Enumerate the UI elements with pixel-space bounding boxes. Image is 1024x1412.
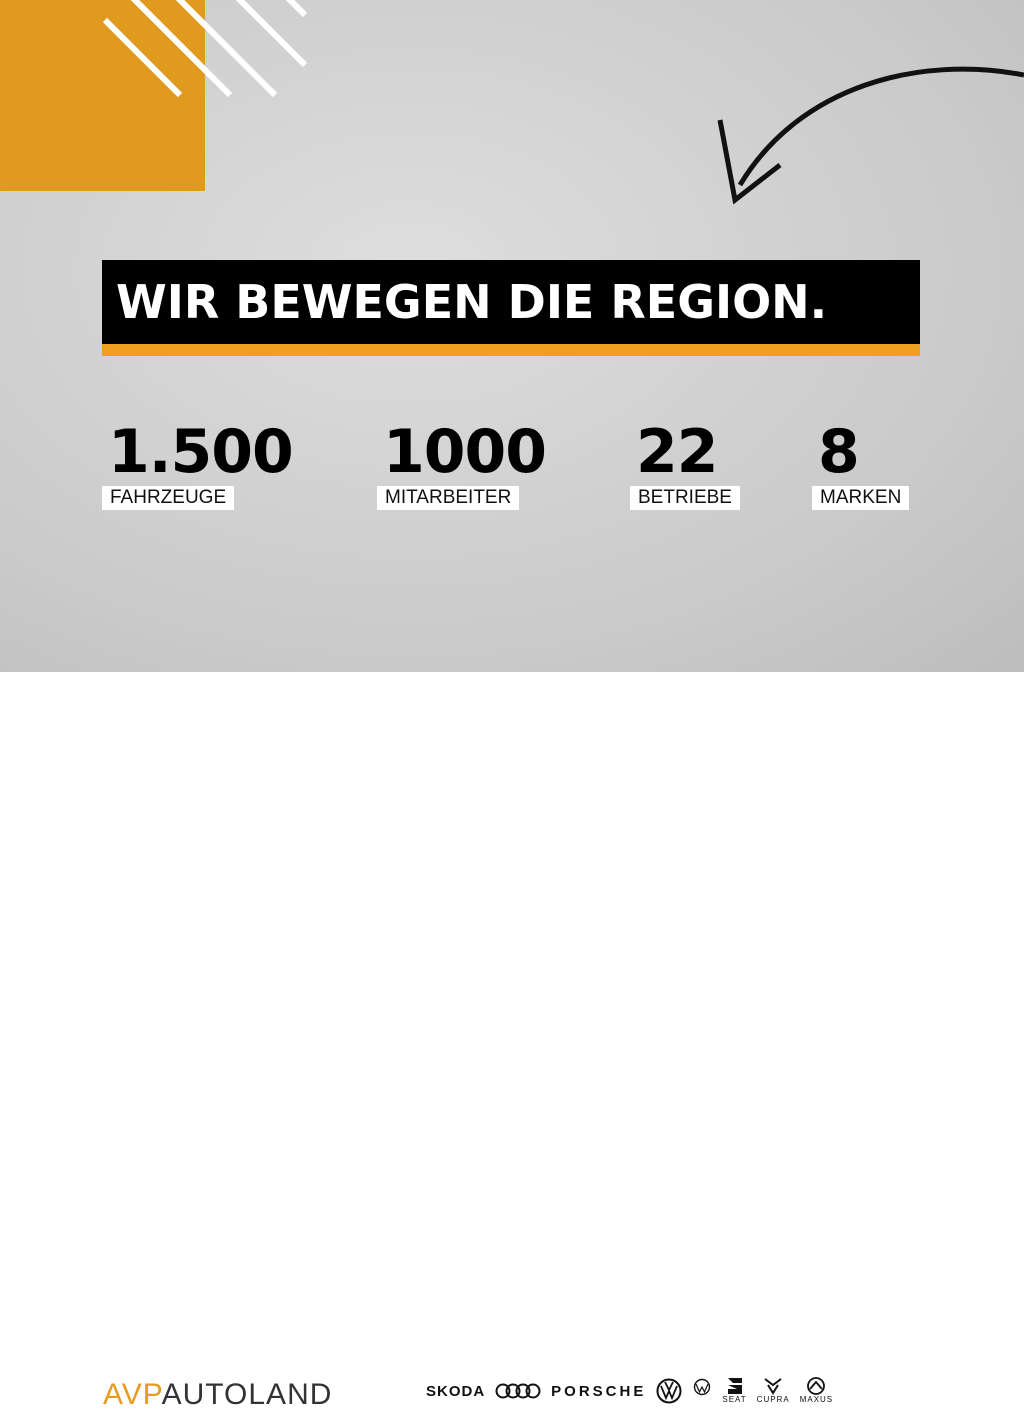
diagonal-stripes (102, 0, 308, 98)
hero-banner: WIR BEWEGEN DIE REGION. 1.500 FAHRZEUGE 1… (0, 0, 1024, 672)
maxus-text: MAXUS (799, 1395, 834, 1404)
seat-icon (727, 1378, 742, 1394)
stat-value: 8 (818, 417, 860, 487)
porsche-logo: PORSCHE (551, 1382, 647, 1400)
brand-logos: SKODA PORSCHE SEAT CUPRA MAXUS (426, 1377, 833, 1405)
stat-value: 1000 (383, 417, 547, 487)
stat-betriebe: 22 BETRIEBE (630, 417, 740, 510)
logo-part1: AVP (103, 1378, 162, 1411)
seat-logo: SEAT (722, 1377, 746, 1405)
avp-autoland-logo: AVPAUTOLAND (103, 1378, 332, 1412)
footer: AVPAUTOLAND SKODA PORSCHE SEAT CUPRA MAX… (0, 672, 1024, 1411)
headline-text: WIR BEWEGEN DIE REGION. (116, 275, 828, 329)
seat-text: SEAT (722, 1395, 747, 1404)
headline-underline (102, 344, 920, 356)
vw-logo-icon (656, 1378, 682, 1404)
stat-label: BETRIEBE (630, 486, 740, 510)
audi-logo-icon (495, 1383, 541, 1399)
logo-part2: AUTOLAND (161, 1378, 333, 1411)
cupra-logo: CUPRA (757, 1377, 790, 1405)
skoda-logo: SKODA (426, 1382, 486, 1400)
stat-marken: 8 MARKEN (812, 417, 910, 510)
stat-label: MARKEN (812, 486, 910, 510)
stat-fahrzeuge: 1.500 FAHRZEUGE (102, 417, 294, 510)
maxus-logo: MAXUS (800, 1377, 833, 1405)
maxus-icon (807, 1377, 826, 1395)
stat-mitarbeiter: 1000 MITARBEITER (377, 417, 547, 510)
cupra-text: CUPRA (756, 1395, 790, 1404)
stat-label: MITARBEITER (377, 486, 520, 510)
stat-value: 22 (636, 417, 718, 487)
stat-label: FAHRZEUGE (102, 486, 235, 510)
stat-value: 1.500 (108, 417, 294, 487)
curved-arrow-icon (717, 66, 1024, 205)
cupra-icon (764, 1378, 782, 1395)
vw-commercial-logo-icon (694, 1378, 711, 1396)
headline: WIR BEWEGEN DIE REGION. (102, 260, 920, 356)
